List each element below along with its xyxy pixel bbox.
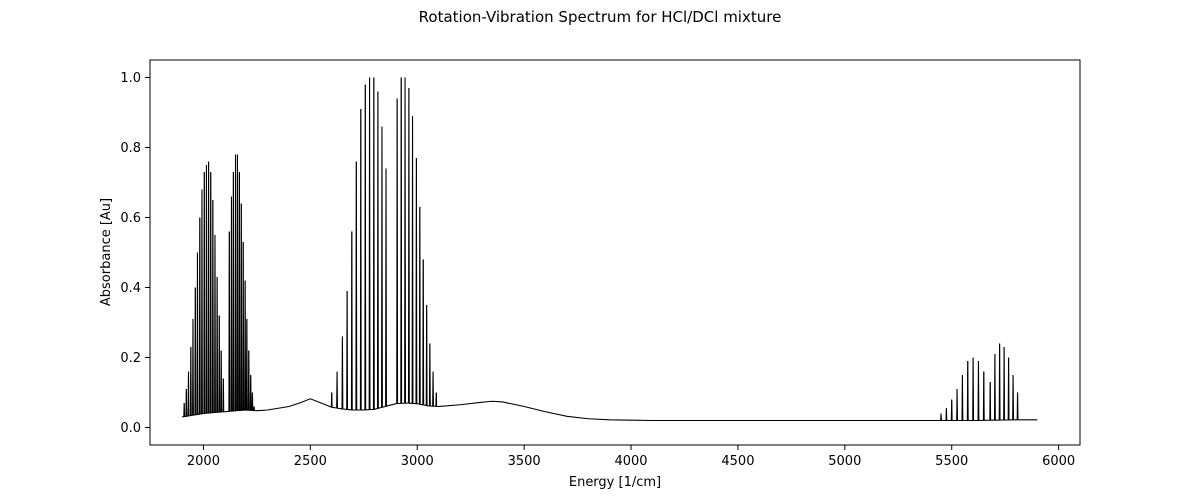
y-axis-ticks: 0.0 0.2 0.4 0.6 0.8 1.0 [120,71,150,436]
y-axis-label: Absorbance [Au] [99,198,114,306]
y-tick-label: 0.4 [120,281,141,296]
x-tick-label: 6000 [1042,454,1075,469]
plot-frame [149,59,1081,446]
y-tick-label: 0.6 [120,211,141,226]
y-tick-label: 0.0 [120,421,141,436]
x-tick-label: 4000 [614,454,647,469]
chart-title: Rotation-Vibration Spectrum for HCl/DCl … [419,8,782,26]
plot-area [149,59,1081,446]
spectrum-series [181,77,1038,422]
spectrum-line [181,77,1038,422]
x-tick-label: 2500 [294,454,327,469]
x-axis-ticks: 2000 2500 3000 3500 4000 4500 5000 5500 6000 [187,445,1075,469]
x-tick-label: 5000 [828,454,861,469]
y-tick-label: 1.0 [120,71,141,86]
x-axis-label: Energy [1/cm] [569,475,661,490]
y-tick-label: 0.8 [120,141,141,156]
x-tick-label: 3000 [401,454,434,469]
y-tick-label: 0.2 [120,351,141,366]
x-tick-label: 3500 [508,454,541,469]
x-tick-label: 4500 [721,454,754,469]
x-tick-label: 2000 [187,454,220,469]
x-tick-label: 5500 [935,454,968,469]
